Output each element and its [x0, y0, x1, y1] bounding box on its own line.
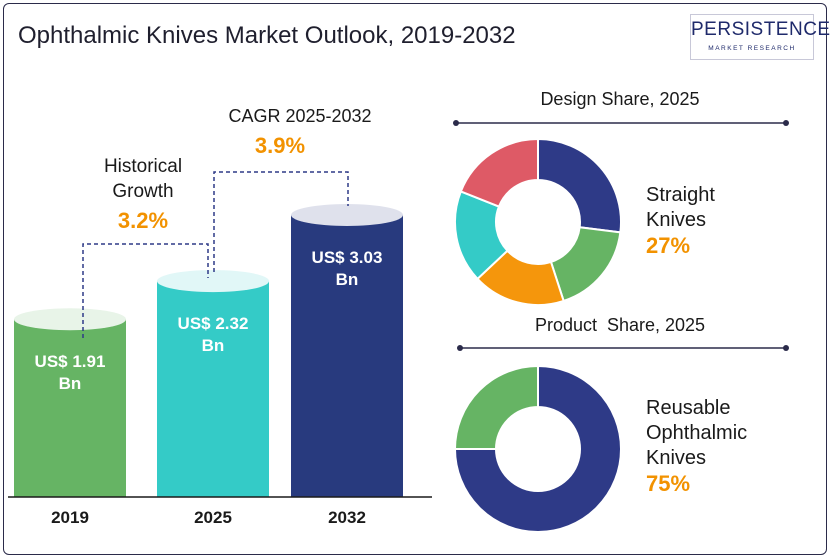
logo-tagline: MARKET RESEARCH [708, 45, 796, 52]
bar-value-label: US$ 3.03 [312, 248, 383, 267]
bar-top-cap [14, 308, 126, 331]
cagr-value: 3.9% [254, 133, 306, 158]
product-share-slice-2 [453, 364, 539, 450]
bar-value-label: US$ 2.32 [178, 314, 249, 333]
infographic-frame [3, 3, 827, 555]
product-share-callout: Reusable Ophthalmic Knives 75% [646, 396, 747, 496]
page-title: Ophthalmic Knives Market Outlook, 2019-2… [18, 22, 516, 49]
historical-growth-label-line2: Growth [112, 181, 174, 202]
design-share-slice-1 [537, 137, 622, 234]
design-share-label-line1: Straight [646, 184, 715, 206]
bar-top-cap [291, 204, 403, 226]
design-share-donut [454, 137, 622, 306]
bar-value-unit: Bn [59, 374, 82, 393]
bar-2025 [157, 270, 269, 497]
design-share-label-line2: Knives [646, 209, 707, 231]
bar-2019 [14, 308, 126, 497]
bar-body [157, 281, 269, 497]
bar-value-label: US$ 1.91 [35, 352, 106, 371]
product-share-value: 75% [646, 471, 691, 496]
cagr-bracket-line [213, 171, 349, 272]
x-tick-label: 2019 [51, 508, 89, 527]
product-share-title: Product Share, 2025 [534, 315, 706, 335]
historical-bracket-line [82, 243, 209, 338]
historical-growth-label-line1: Historical [103, 156, 183, 177]
x-tick-label: 2032 [328, 508, 366, 527]
design-share-title: Design Share, 2025 [540, 89, 700, 109]
design-share-callout: Straight Knives 27% [646, 183, 715, 258]
design-share-value: 27% [646, 233, 691, 258]
bar-body [291, 215, 403, 497]
product-share-label-line2: Ophthalmic [646, 422, 748, 444]
bar-body [14, 319, 126, 497]
historical-growth-value: 3.2% [117, 208, 169, 233]
bar-value-unit: Bn [336, 270, 359, 289]
bar-top-cap [157, 270, 269, 293]
logo-wordmark: PERSISTENCE [691, 19, 830, 40]
bar-2032 [291, 204, 403, 497]
design-share-slice-2 [549, 226, 622, 303]
product-share-label-line3: Knives [646, 447, 707, 469]
product-share-label-line1: Reusable [646, 397, 731, 419]
design-share-slice-5 [459, 137, 539, 208]
x-tick-label: 2025 [194, 508, 232, 527]
product-share-donut [453, 364, 622, 533]
brand-logo: PERSISTENCE MARKET RESEARCH [690, 14, 830, 60]
bar-value-unit: Bn [202, 336, 225, 355]
product-share-slice-1 [453, 364, 622, 533]
cagr-label: CAGR 2025-2032 [228, 106, 372, 126]
